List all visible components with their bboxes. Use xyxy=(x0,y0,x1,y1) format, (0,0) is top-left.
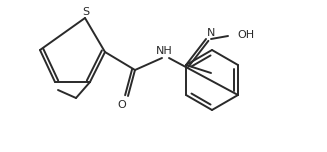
Text: NH: NH xyxy=(156,46,172,56)
Text: O: O xyxy=(118,100,126,110)
Text: OH: OH xyxy=(237,30,254,40)
Text: N: N xyxy=(207,28,215,38)
Text: S: S xyxy=(82,7,90,17)
